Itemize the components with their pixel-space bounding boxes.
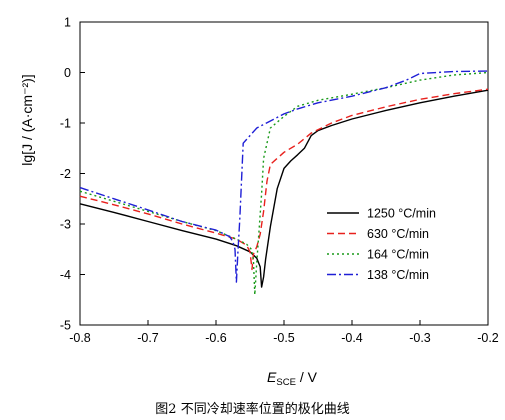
x-tick-label: -0.8 <box>69 331 91 345</box>
series-line-0 <box>79 89 489 288</box>
legend-label-1: 630 °C/min <box>367 227 429 241</box>
x-axis-title-symbol: E <box>267 369 277 385</box>
x-tick-label: -0.3 <box>409 331 431 345</box>
x-axis-title: ESCE / V <box>267 369 318 388</box>
y-tick-label: 1 <box>64 16 71 30</box>
x-axis-title-unit: / V <box>296 369 318 385</box>
x-tick-label: -0.4 <box>341 331 363 345</box>
y-tick-label: -4 <box>60 268 71 282</box>
curves-group <box>79 70 489 296</box>
y-tick-label: 0 <box>64 66 71 80</box>
x-axis-title-subscript: SCE <box>276 377 296 388</box>
y-axis-title: lg[J / (A·cm⁻²)] <box>19 74 35 165</box>
x-tick-label: -0.2 <box>477 331 499 345</box>
legend-label-2: 164 °C/min <box>367 248 429 262</box>
legend: 1250 °C/min 630 °C/min 164 °C/min 138 °C/mi… <box>327 207 436 282</box>
y-tick-label: -2 <box>60 167 71 181</box>
figure-caption: 图2 不同冷却速率位置的极化曲线 <box>155 402 350 417</box>
axes-group: -0.8 -0.7 -0.6 -0.5 -0.4 -0.3 -0.2 1 0 -1 -2 -3 -4 -5 <box>60 16 499 346</box>
series-line-1 <box>79 88 489 271</box>
series-line-3 <box>79 70 489 283</box>
x-tick-label: -0.5 <box>273 331 295 345</box>
y-tick-label: -3 <box>60 218 71 232</box>
legend-label-0: 1250 °C/min <box>367 207 436 221</box>
x-tick-label: -0.6 <box>205 331 227 345</box>
legend-label-3: 138 °C/min <box>367 268 429 282</box>
x-tick-label: -0.7 <box>137 331 159 345</box>
y-tick-label: -5 <box>60 319 71 333</box>
y-tick-label: -1 <box>60 117 71 131</box>
